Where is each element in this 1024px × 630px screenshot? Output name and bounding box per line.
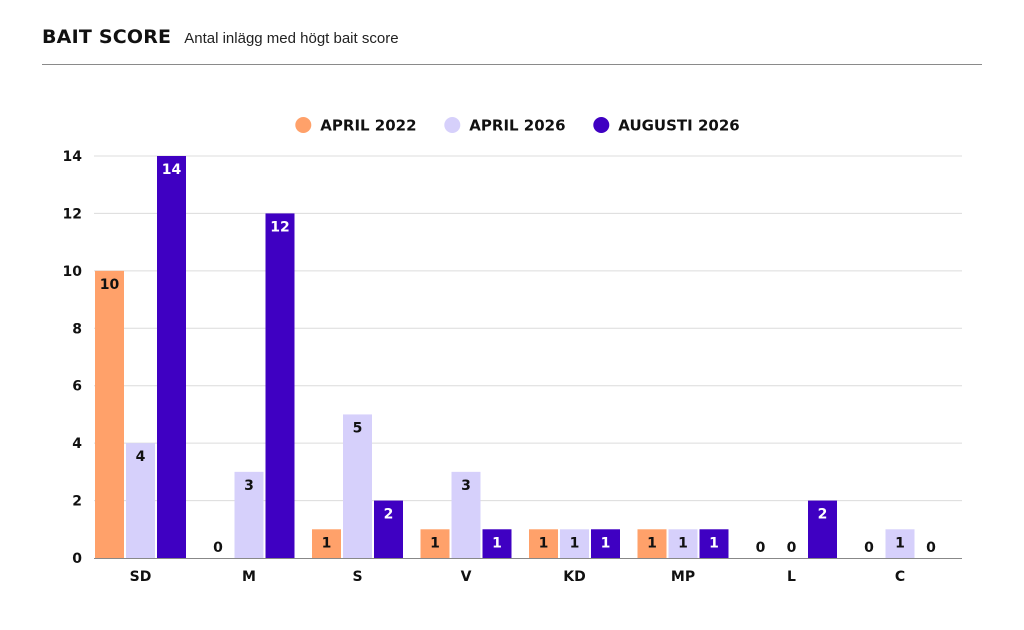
data-label: 0 <box>213 540 223 556</box>
data-label: 1 <box>322 535 332 551</box>
bar <box>312 529 341 558</box>
bar <box>808 500 837 558</box>
data-label: 2 <box>384 507 394 523</box>
bar <box>699 529 729 558</box>
bar <box>591 529 620 558</box>
legend-marker <box>295 117 312 133</box>
data-label: 0 <box>926 540 936 556</box>
bar <box>374 500 403 558</box>
data-label: 1 <box>895 535 905 551</box>
y-tick-label: 12 <box>63 206 82 222</box>
y-tick-label: 2 <box>72 494 82 510</box>
bar <box>560 529 589 558</box>
x-tick-label: C <box>895 569 905 585</box>
bar <box>637 529 667 558</box>
data-label: 1 <box>570 535 580 551</box>
bar <box>420 529 450 558</box>
legend-label: APRIL 2022 <box>320 117 416 135</box>
bar <box>343 414 372 558</box>
chart-title: BAIT SCORE <box>42 26 172 48</box>
bar <box>265 213 295 558</box>
bar <box>234 471 264 558</box>
data-label: 0 <box>756 540 766 556</box>
data-label: 14 <box>162 162 182 178</box>
x-tick-label: S <box>352 569 362 585</box>
data-label: 3 <box>244 478 254 494</box>
header-divider <box>42 64 982 65</box>
data-label: 12 <box>270 219 289 235</box>
data-label: 3 <box>461 478 471 494</box>
data-label: 1 <box>709 535 719 551</box>
bar <box>529 529 558 558</box>
data-label: 1 <box>647 535 657 551</box>
legend-marker <box>593 117 610 133</box>
x-tick-label: M <box>242 569 256 585</box>
data-label: 1 <box>539 535 549 551</box>
data-label: 0 <box>864 540 874 556</box>
y-tick-label: 6 <box>72 379 82 395</box>
y-tick-label: 8 <box>72 321 82 337</box>
bar <box>157 156 186 558</box>
data-label: 10 <box>100 277 120 293</box>
data-label: 1 <box>678 535 688 551</box>
x-tick-label: KD <box>563 569 585 585</box>
x-tick-label: V <box>461 569 472 585</box>
data-label: 5 <box>353 420 363 436</box>
bar <box>668 529 698 558</box>
bar <box>451 471 481 558</box>
x-tick-label: L <box>787 569 796 585</box>
bar <box>126 443 155 558</box>
y-tick-label: 4 <box>72 436 82 452</box>
bar <box>885 529 915 558</box>
data-label: 4 <box>136 449 146 465</box>
data-label: 2 <box>818 507 828 523</box>
x-tick-label: MP <box>671 569 695 585</box>
bar <box>95 270 124 558</box>
legend-label: APRIL 2026 <box>469 117 565 135</box>
bar <box>482 529 512 558</box>
y-tick-label: 10 <box>63 264 83 280</box>
legend-label: AUGUSTI 2026 <box>618 117 739 135</box>
legend-marker <box>444 117 461 133</box>
y-tick-label: 14 <box>63 149 83 165</box>
data-label: 0 <box>787 540 797 556</box>
chart-subtitle: Antal inlägg med högt bait score <box>184 30 399 47</box>
data-label: 1 <box>601 535 611 551</box>
data-label: 1 <box>492 535 502 551</box>
chart-header: BAIT SCORE Antal inlägg med högt bait sc… <box>42 26 399 48</box>
data-label: 1 <box>430 535 440 551</box>
y-tick-label: 0 <box>72 551 82 567</box>
x-tick-label: SD <box>130 569 152 585</box>
